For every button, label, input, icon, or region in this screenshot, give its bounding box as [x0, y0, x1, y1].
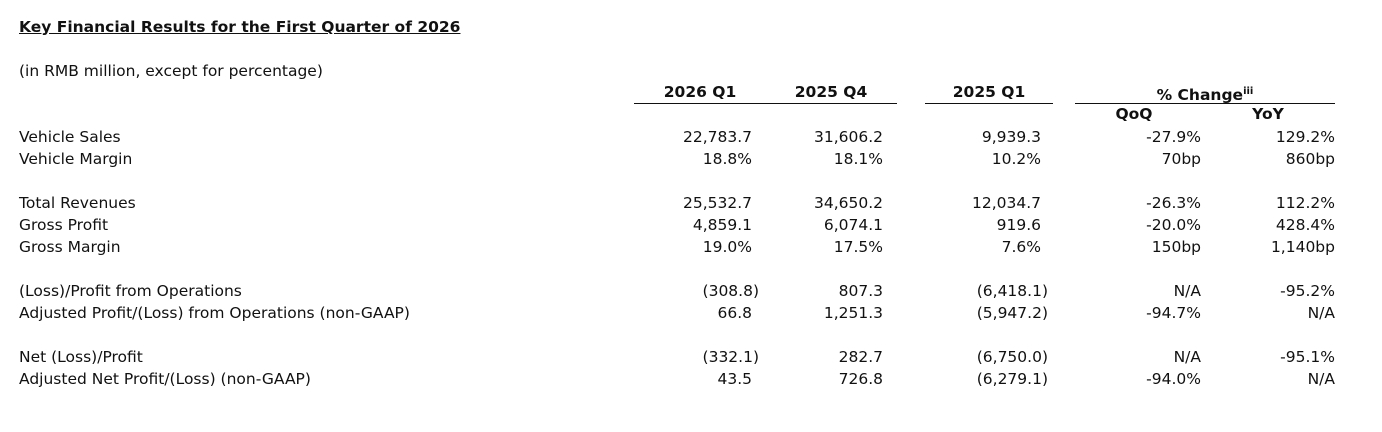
cell: (6,279.1) [976, 370, 1048, 388]
cell: 7.6% [1001, 238, 1041, 256]
cell: 17.5% [833, 238, 883, 256]
cell: (308.8) [702, 282, 759, 300]
change-label: % Change [1156, 86, 1244, 105]
row-label: Adjusted Net Profit/(Loss) (non-GAAP) [19, 370, 311, 388]
row-label: Adjusted Profit/(Loss) from Operations (… [19, 304, 410, 322]
cell: 43.5 [717, 370, 752, 388]
cell: (6,750.0) [976, 348, 1048, 366]
column-header: 2026 Q1 [663, 83, 737, 101]
cell: 10.2% [991, 150, 1041, 168]
row-label: Gross Margin [19, 238, 121, 256]
cell: 807.3 [838, 282, 883, 300]
cell: (6,418.1) [976, 282, 1048, 300]
cell: N/A [1307, 370, 1335, 388]
cell: 1,251.3 [823, 304, 883, 322]
cell: 66.8 [717, 304, 752, 322]
sub-column-header: QoQ [1115, 105, 1153, 123]
cell: 31,606.2 [813, 128, 883, 146]
cell: (332.1) [702, 348, 759, 366]
cell: 1,140bp [1270, 238, 1335, 256]
cell: N/A [1173, 348, 1201, 366]
cell: 150bp [1151, 238, 1201, 256]
cell: 9,939.3 [981, 128, 1041, 146]
row-label: Net (Loss)/Profit [19, 348, 143, 366]
cell: 18.8% [702, 150, 752, 168]
cell: -94.0% [1146, 370, 1201, 388]
cell: 726.8 [838, 370, 883, 388]
header-rule [634, 103, 897, 104]
column-header: 2025 Q1 [952, 83, 1026, 101]
row-label: Total Revenues [19, 194, 136, 212]
cell: 6,074.1 [823, 216, 883, 234]
cell: 34,650.2 [813, 194, 883, 212]
cell: (5,947.2) [976, 304, 1048, 322]
cell: N/A [1173, 282, 1201, 300]
row-label: Vehicle Sales [19, 128, 121, 146]
title: Key Financial Results for the First Quar… [19, 18, 461, 36]
cell: 12,034.7 [971, 194, 1041, 212]
footnote-marker: iii [1243, 86, 1254, 97]
cell: 22,783.7 [682, 128, 752, 146]
cell: 112.2% [1275, 194, 1335, 212]
cell: 282.7 [838, 348, 883, 366]
cell: -94.7% [1146, 304, 1201, 322]
cell: 4,859.1 [692, 216, 752, 234]
cell: 129.2% [1275, 128, 1335, 146]
cell: -20.0% [1146, 216, 1201, 234]
header-rule [925, 103, 1053, 104]
change-header: % Changeiii [1075, 82, 1335, 105]
subtitle: (in RMB million, except for percentage) [19, 62, 323, 80]
cell: -27.9% [1146, 128, 1201, 146]
cell: 428.4% [1275, 216, 1335, 234]
cell: N/A [1307, 304, 1335, 322]
cell: -95.2% [1280, 282, 1335, 300]
cell: 18.1% [833, 150, 883, 168]
cell: 19.0% [702, 238, 752, 256]
cell: -26.3% [1146, 194, 1201, 212]
sub-column-header: YoY [1252, 105, 1284, 123]
cell: 25,532.7 [682, 194, 752, 212]
cell: 70bp [1161, 150, 1201, 168]
row-label: Vehicle Margin [19, 150, 133, 168]
row-label: Gross Profit [19, 216, 109, 234]
cell: 860bp [1285, 150, 1335, 168]
cell: 919.6 [996, 216, 1041, 234]
row-label: (Loss)/Profit from Operations [19, 282, 242, 300]
column-header: 2025 Q4 [794, 83, 868, 101]
cell: -95.1% [1280, 348, 1335, 366]
header-rule [1075, 103, 1335, 104]
